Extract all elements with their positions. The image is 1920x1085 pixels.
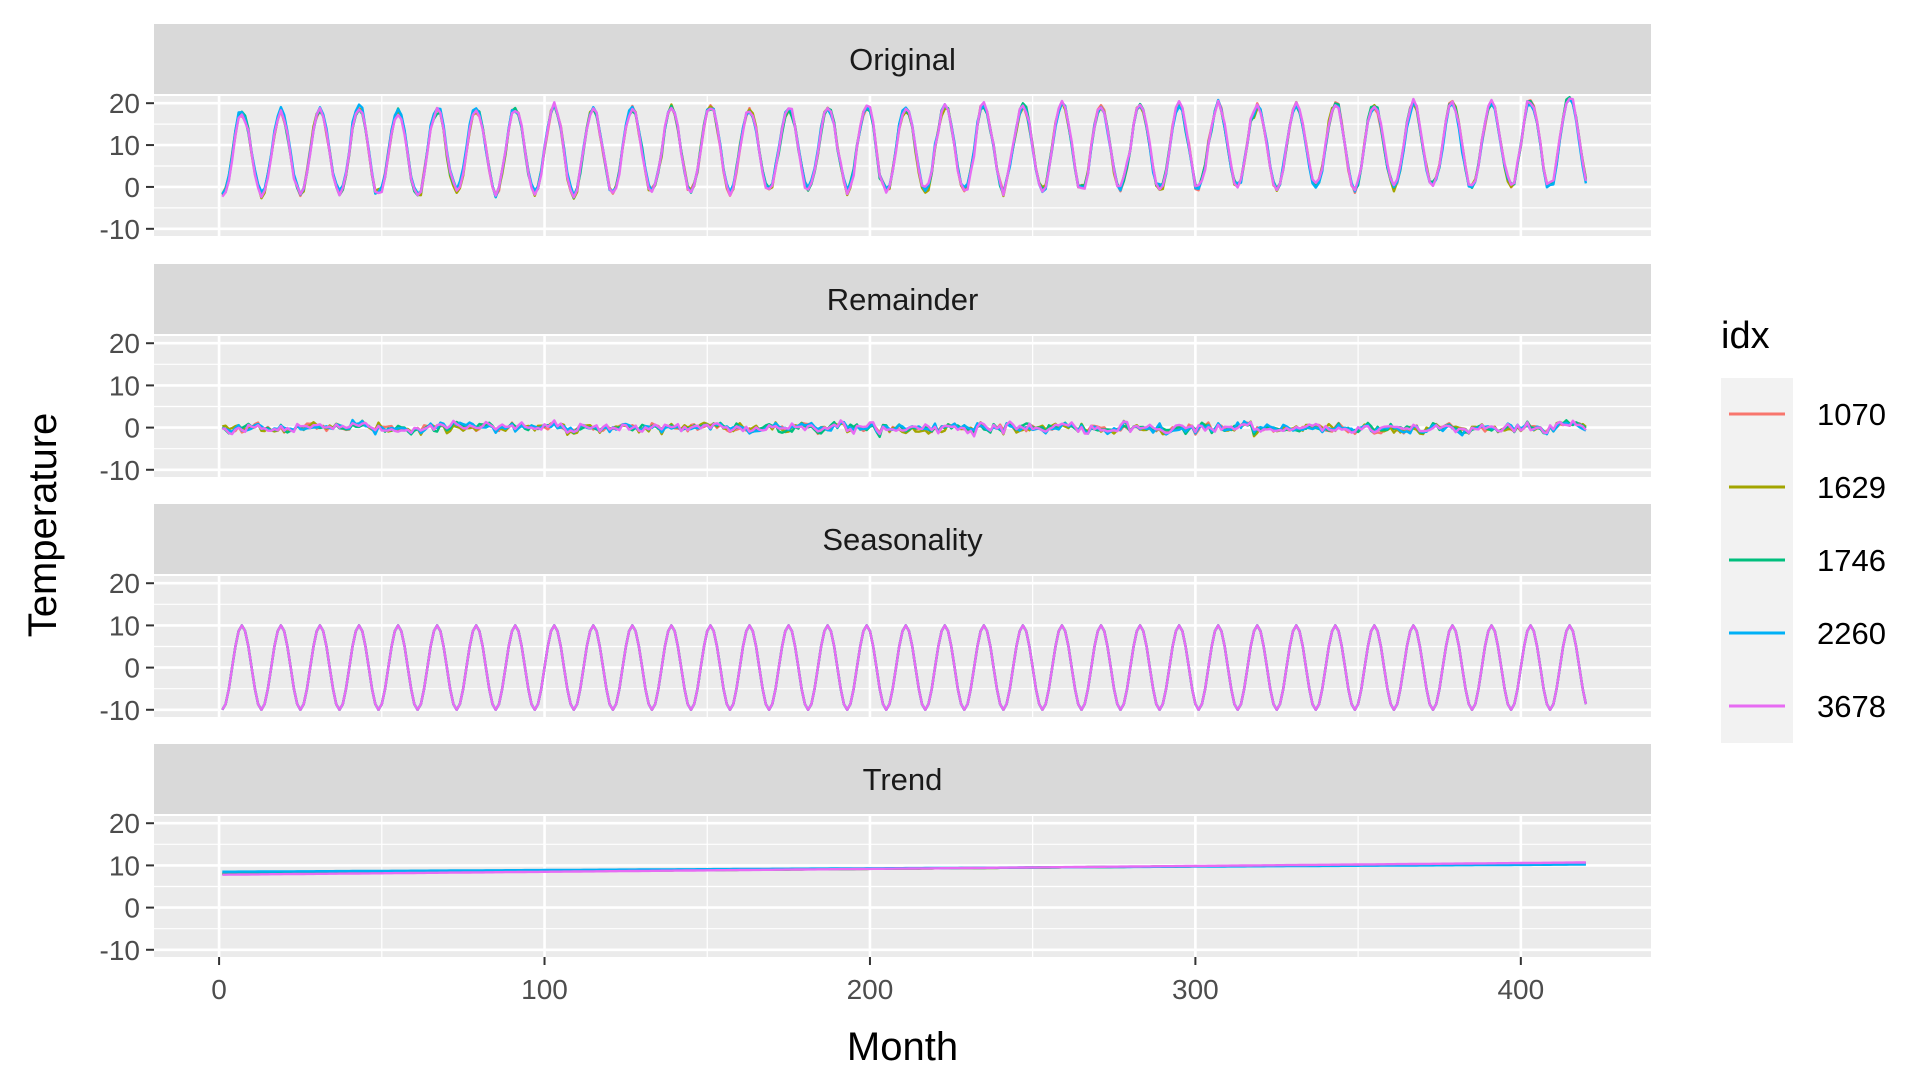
y-tick-label: 20: [109, 88, 140, 119]
panel-strip: [154, 744, 1651, 814]
panel-strip: [154, 504, 1651, 574]
y-tick-label: -10: [100, 935, 140, 966]
legend-label: 2260: [1817, 616, 1886, 651]
panel-remainder: Remainder -10 0 10 20: [100, 264, 1651, 486]
panel-original: Original -10 0 10 20: [100, 24, 1651, 245]
panel-strip: [154, 264, 1651, 334]
series-line-3678: [221, 97, 1588, 199]
y-tick-label: 10: [109, 370, 140, 401]
y-tick-label: 10: [109, 850, 140, 881]
panel-strip-label: Seasonality: [822, 522, 983, 557]
legend-label: 1746: [1817, 543, 1886, 578]
legend-label: 3678: [1817, 689, 1886, 724]
legend-title: idx: [1721, 315, 1770, 357]
y-tick-label: 0: [124, 893, 140, 924]
y-tick-label: 10: [109, 610, 140, 641]
y-tick-label: 10: [109, 130, 140, 161]
x-tick-label: 0: [211, 974, 227, 1005]
x-tick-label: 100: [521, 974, 568, 1005]
legend: idx 1070 1629 1746 2260 3678: [1721, 315, 1886, 743]
y-tick-label: 20: [109, 568, 140, 599]
panel-seasonality: Seasonality -10 0 10 20: [100, 504, 1651, 726]
series-line-3678: [222, 861, 1586, 876]
x-tick-label: 400: [1497, 974, 1544, 1005]
y-tick-label: 20: [109, 328, 140, 359]
panel-strip-label: Original: [849, 42, 956, 77]
series-line-3678: [221, 419, 1587, 438]
y-tick-label: -10: [100, 214, 140, 245]
y-axis-title: Temperature: [21, 413, 65, 638]
y-tick-label: -10: [100, 695, 140, 726]
y-tick-label: -10: [100, 455, 140, 486]
series-line-1629: [222, 419, 1587, 438]
y-tick-label: 20: [109, 808, 140, 839]
x-tick-label: 200: [847, 974, 894, 1005]
x-tick-label: 300: [1172, 974, 1219, 1005]
panel-strip: [154, 24, 1651, 94]
y-tick-label: 0: [124, 172, 140, 203]
panel-strip-label: Remainder: [827, 282, 979, 317]
y-tick-label: 0: [124, 413, 140, 444]
series-line-3678: [221, 624, 1588, 711]
panel-trend: Trend -10 0 10 20: [100, 744, 1651, 966]
legend-label: 1070: [1817, 397, 1886, 432]
x-axis-title: Month: [847, 1025, 958, 1069]
y-tick-label: 0: [124, 653, 140, 684]
panel-strip-label: Trend: [863, 762, 943, 797]
legend-label: 1629: [1817, 470, 1886, 505]
